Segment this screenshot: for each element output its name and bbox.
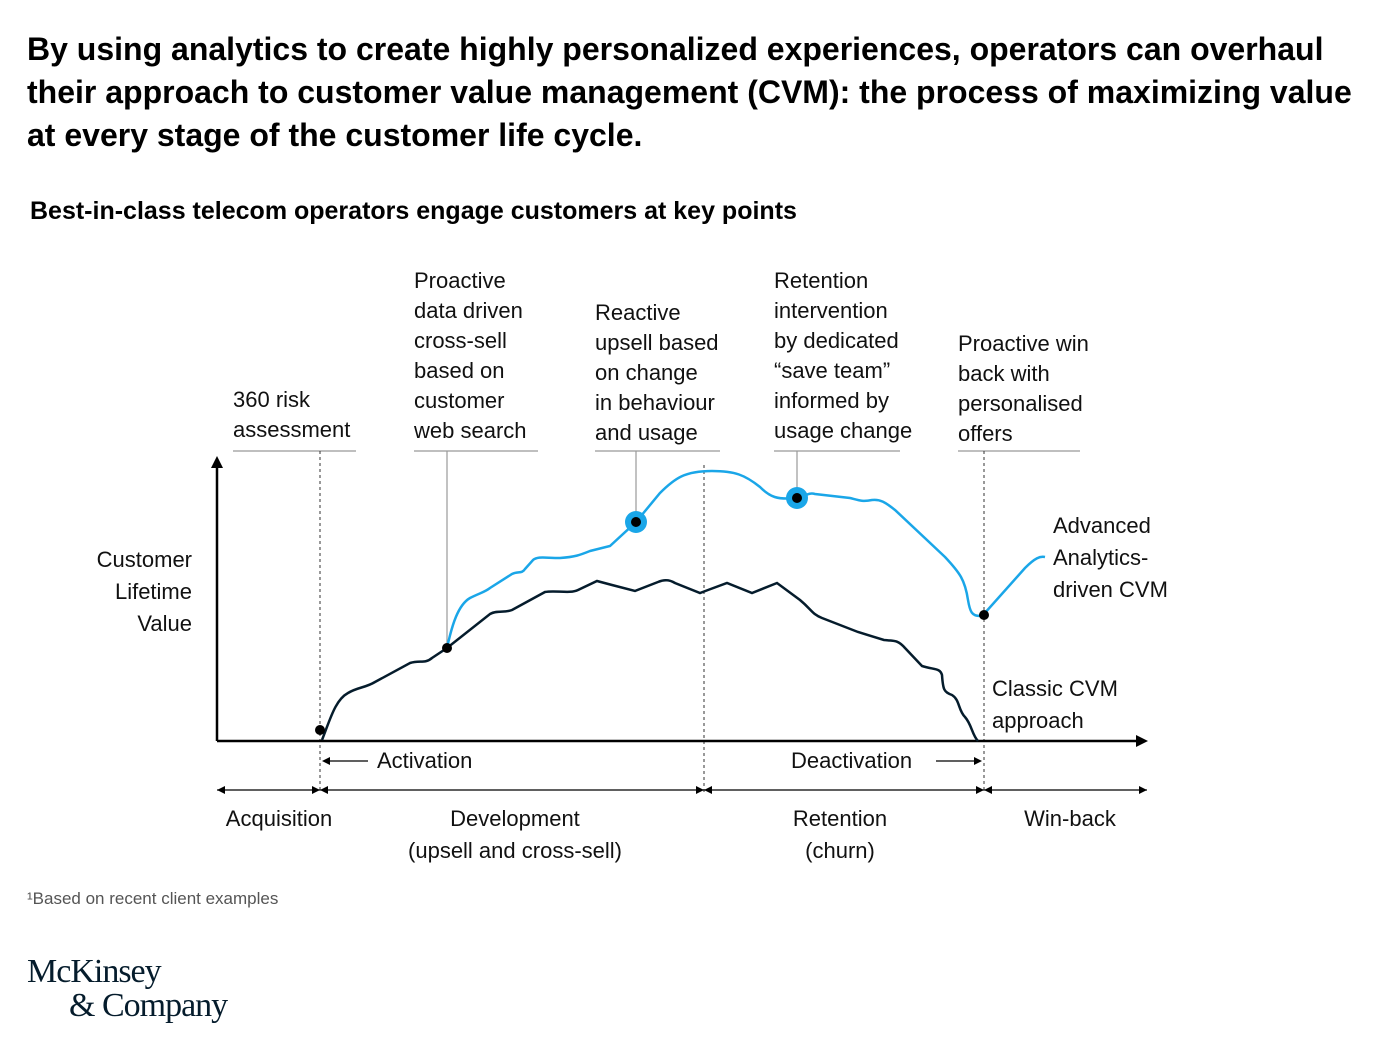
annotation-retention: Retention intervention by dedicated “sav… <box>774 268 913 443</box>
touchpoint-marker <box>631 517 641 527</box>
chart-subtitle: Best-in-class telecom operators engage c… <box>30 197 797 225</box>
annotation-cross-sell: Proactive data driven cross-sell based o… <box>414 268 527 443</box>
footnote: ¹Based on recent client examples <box>27 889 279 908</box>
annotation-upsell: Reactive upsell based on change in behav… <box>595 300 719 445</box>
series-label-advanced: Advanced Analytics- driven CVM <box>1053 513 1168 602</box>
classic-cvm-curve <box>320 578 979 742</box>
y-axis-arrow <box>211 456 223 468</box>
stage-win-back: Win-back <box>1024 806 1116 831</box>
stage-acquisition: Acquisition <box>225 806 333 831</box>
annotation-win-back: Proactive win back with personalised off… <box>958 331 1089 446</box>
series-label-classic: Classic CVM approach <box>992 676 1118 733</box>
page-title: By using analytics to create highly pers… <box>27 31 1352 153</box>
mckinsey-logo: McKinsey & Company <box>27 953 228 1024</box>
touchpoint-marker <box>792 493 802 503</box>
stage-retention: Retention (churn) <box>792 806 888 863</box>
deactivation-label: Deactivation <box>791 748 913 773</box>
annotation-360-risk: 360 risk assessment <box>233 387 351 442</box>
stage-development: Development (upsell and cross-sell) <box>408 806 622 863</box>
touchpoint-marker <box>979 610 989 620</box>
advanced-cvm-curve <box>445 469 1046 649</box>
activation-label: Activation <box>377 748 473 773</box>
x-axis-arrow <box>1136 735 1148 747</box>
touchpoint-marker <box>315 725 325 735</box>
y-axis-label: Customer Lifetime Value <box>96 547 192 636</box>
touchpoint-marker <box>442 643 452 653</box>
